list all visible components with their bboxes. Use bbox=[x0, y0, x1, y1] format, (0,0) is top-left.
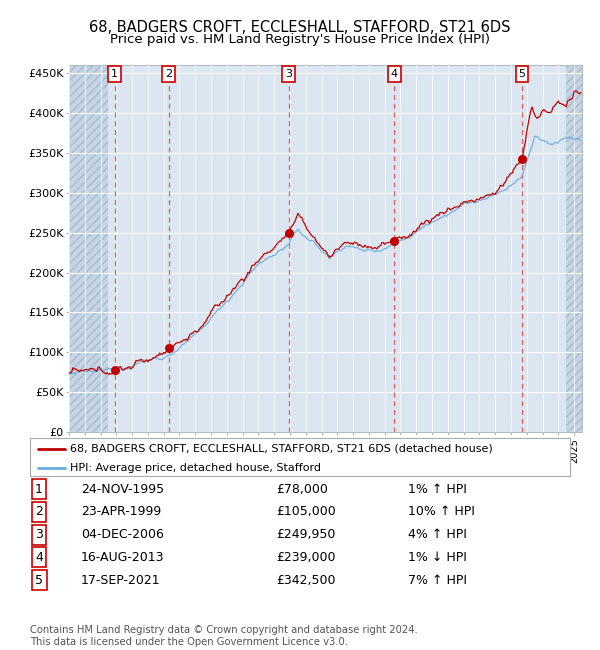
Text: Contains HM Land Registry data © Crown copyright and database right 2024.
This d: Contains HM Land Registry data © Crown c… bbox=[30, 625, 418, 647]
Text: 16-AUG-2013: 16-AUG-2013 bbox=[81, 551, 164, 564]
Text: HPI: Average price, detached house, Stafford: HPI: Average price, detached house, Staf… bbox=[71, 463, 322, 473]
Text: 3: 3 bbox=[35, 528, 43, 541]
Text: 24-NOV-1995: 24-NOV-1995 bbox=[81, 482, 164, 495]
Text: 4: 4 bbox=[35, 551, 43, 564]
Text: Price paid vs. HM Land Registry's House Price Index (HPI): Price paid vs. HM Land Registry's House … bbox=[110, 32, 490, 46]
Bar bbox=[566, 65, 582, 432]
Text: £249,950: £249,950 bbox=[276, 528, 335, 541]
Text: 1: 1 bbox=[111, 69, 118, 79]
Text: 04-DEC-2006: 04-DEC-2006 bbox=[81, 528, 164, 541]
Text: 5: 5 bbox=[35, 573, 43, 586]
Text: 7% ↑ HPI: 7% ↑ HPI bbox=[408, 573, 467, 586]
Text: 2: 2 bbox=[165, 69, 172, 79]
Text: £105,000: £105,000 bbox=[276, 506, 336, 519]
Text: 10% ↑ HPI: 10% ↑ HPI bbox=[408, 506, 475, 519]
Text: 1% ↑ HPI: 1% ↑ HPI bbox=[408, 482, 467, 495]
Text: 2: 2 bbox=[35, 506, 43, 519]
Text: £78,000: £78,000 bbox=[276, 482, 328, 495]
Text: 5: 5 bbox=[518, 69, 526, 79]
Text: 4: 4 bbox=[391, 69, 398, 79]
Text: £342,500: £342,500 bbox=[276, 573, 335, 586]
Bar bbox=[69, 65, 109, 432]
Text: 3: 3 bbox=[285, 69, 292, 79]
Text: £239,000: £239,000 bbox=[276, 551, 335, 564]
Text: 68, BADGERS CROFT, ECCLESHALL, STAFFORD, ST21 6DS (detached house): 68, BADGERS CROFT, ECCLESHALL, STAFFORD,… bbox=[71, 444, 493, 454]
Text: 17-SEP-2021: 17-SEP-2021 bbox=[81, 573, 161, 586]
Text: 68, BADGERS CROFT, ECCLESHALL, STAFFORD, ST21 6DS: 68, BADGERS CROFT, ECCLESHALL, STAFFORD,… bbox=[89, 20, 511, 34]
Text: 1% ↓ HPI: 1% ↓ HPI bbox=[408, 551, 467, 564]
Text: 4% ↑ HPI: 4% ↑ HPI bbox=[408, 528, 467, 541]
Text: 1: 1 bbox=[35, 482, 43, 495]
Text: 23-APR-1999: 23-APR-1999 bbox=[81, 506, 161, 519]
